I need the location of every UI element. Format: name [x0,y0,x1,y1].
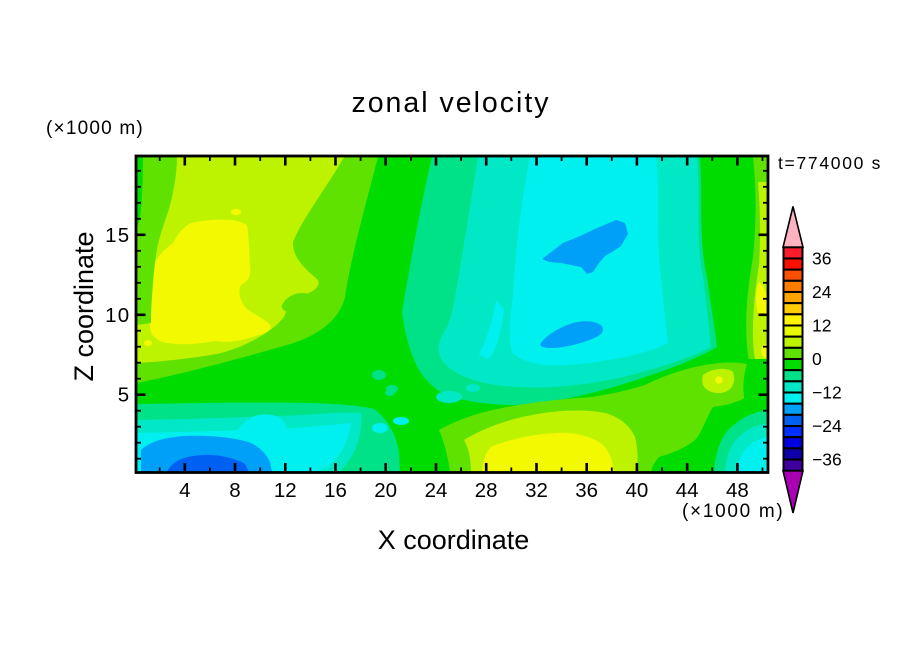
svg-text:28: 28 [475,479,498,502]
svg-text:40: 40 [625,479,648,502]
svg-text:24: 24 [425,479,448,502]
svg-text:(×1000 m): (×1000 m) [46,118,144,139]
svg-text:20: 20 [374,479,397,502]
svg-text:12: 12 [812,316,831,336]
svg-text:24: 24 [812,282,832,302]
svg-text:Z coordinate: Z coordinate [69,231,99,381]
svg-text:36: 36 [575,479,598,502]
svg-text:48: 48 [726,479,749,502]
svg-text:10: 10 [105,304,130,327]
svg-text:32: 32 [525,479,548,502]
svg-text:44: 44 [676,479,699,502]
svg-text:(×1000 m): (×1000 m) [682,501,784,522]
svg-text:−24: −24 [812,416,842,436]
svg-text:5: 5 [118,384,131,407]
svg-text:zonal velocity: zonal velocity [351,87,550,119]
svg-text:t=774000 s: t=774000 s [778,153,882,173]
svg-text:16: 16 [324,479,347,502]
svg-text:8: 8 [229,479,240,502]
svg-text:4: 4 [179,479,190,502]
svg-text:12: 12 [274,479,297,502]
svg-text:15: 15 [105,224,130,247]
svg-text:X coordinate: X coordinate [378,525,530,555]
svg-text:36: 36 [812,249,831,269]
svg-text:0: 0 [812,349,822,369]
svg-text:−36: −36 [812,450,842,470]
svg-text:−12: −12 [812,383,842,403]
